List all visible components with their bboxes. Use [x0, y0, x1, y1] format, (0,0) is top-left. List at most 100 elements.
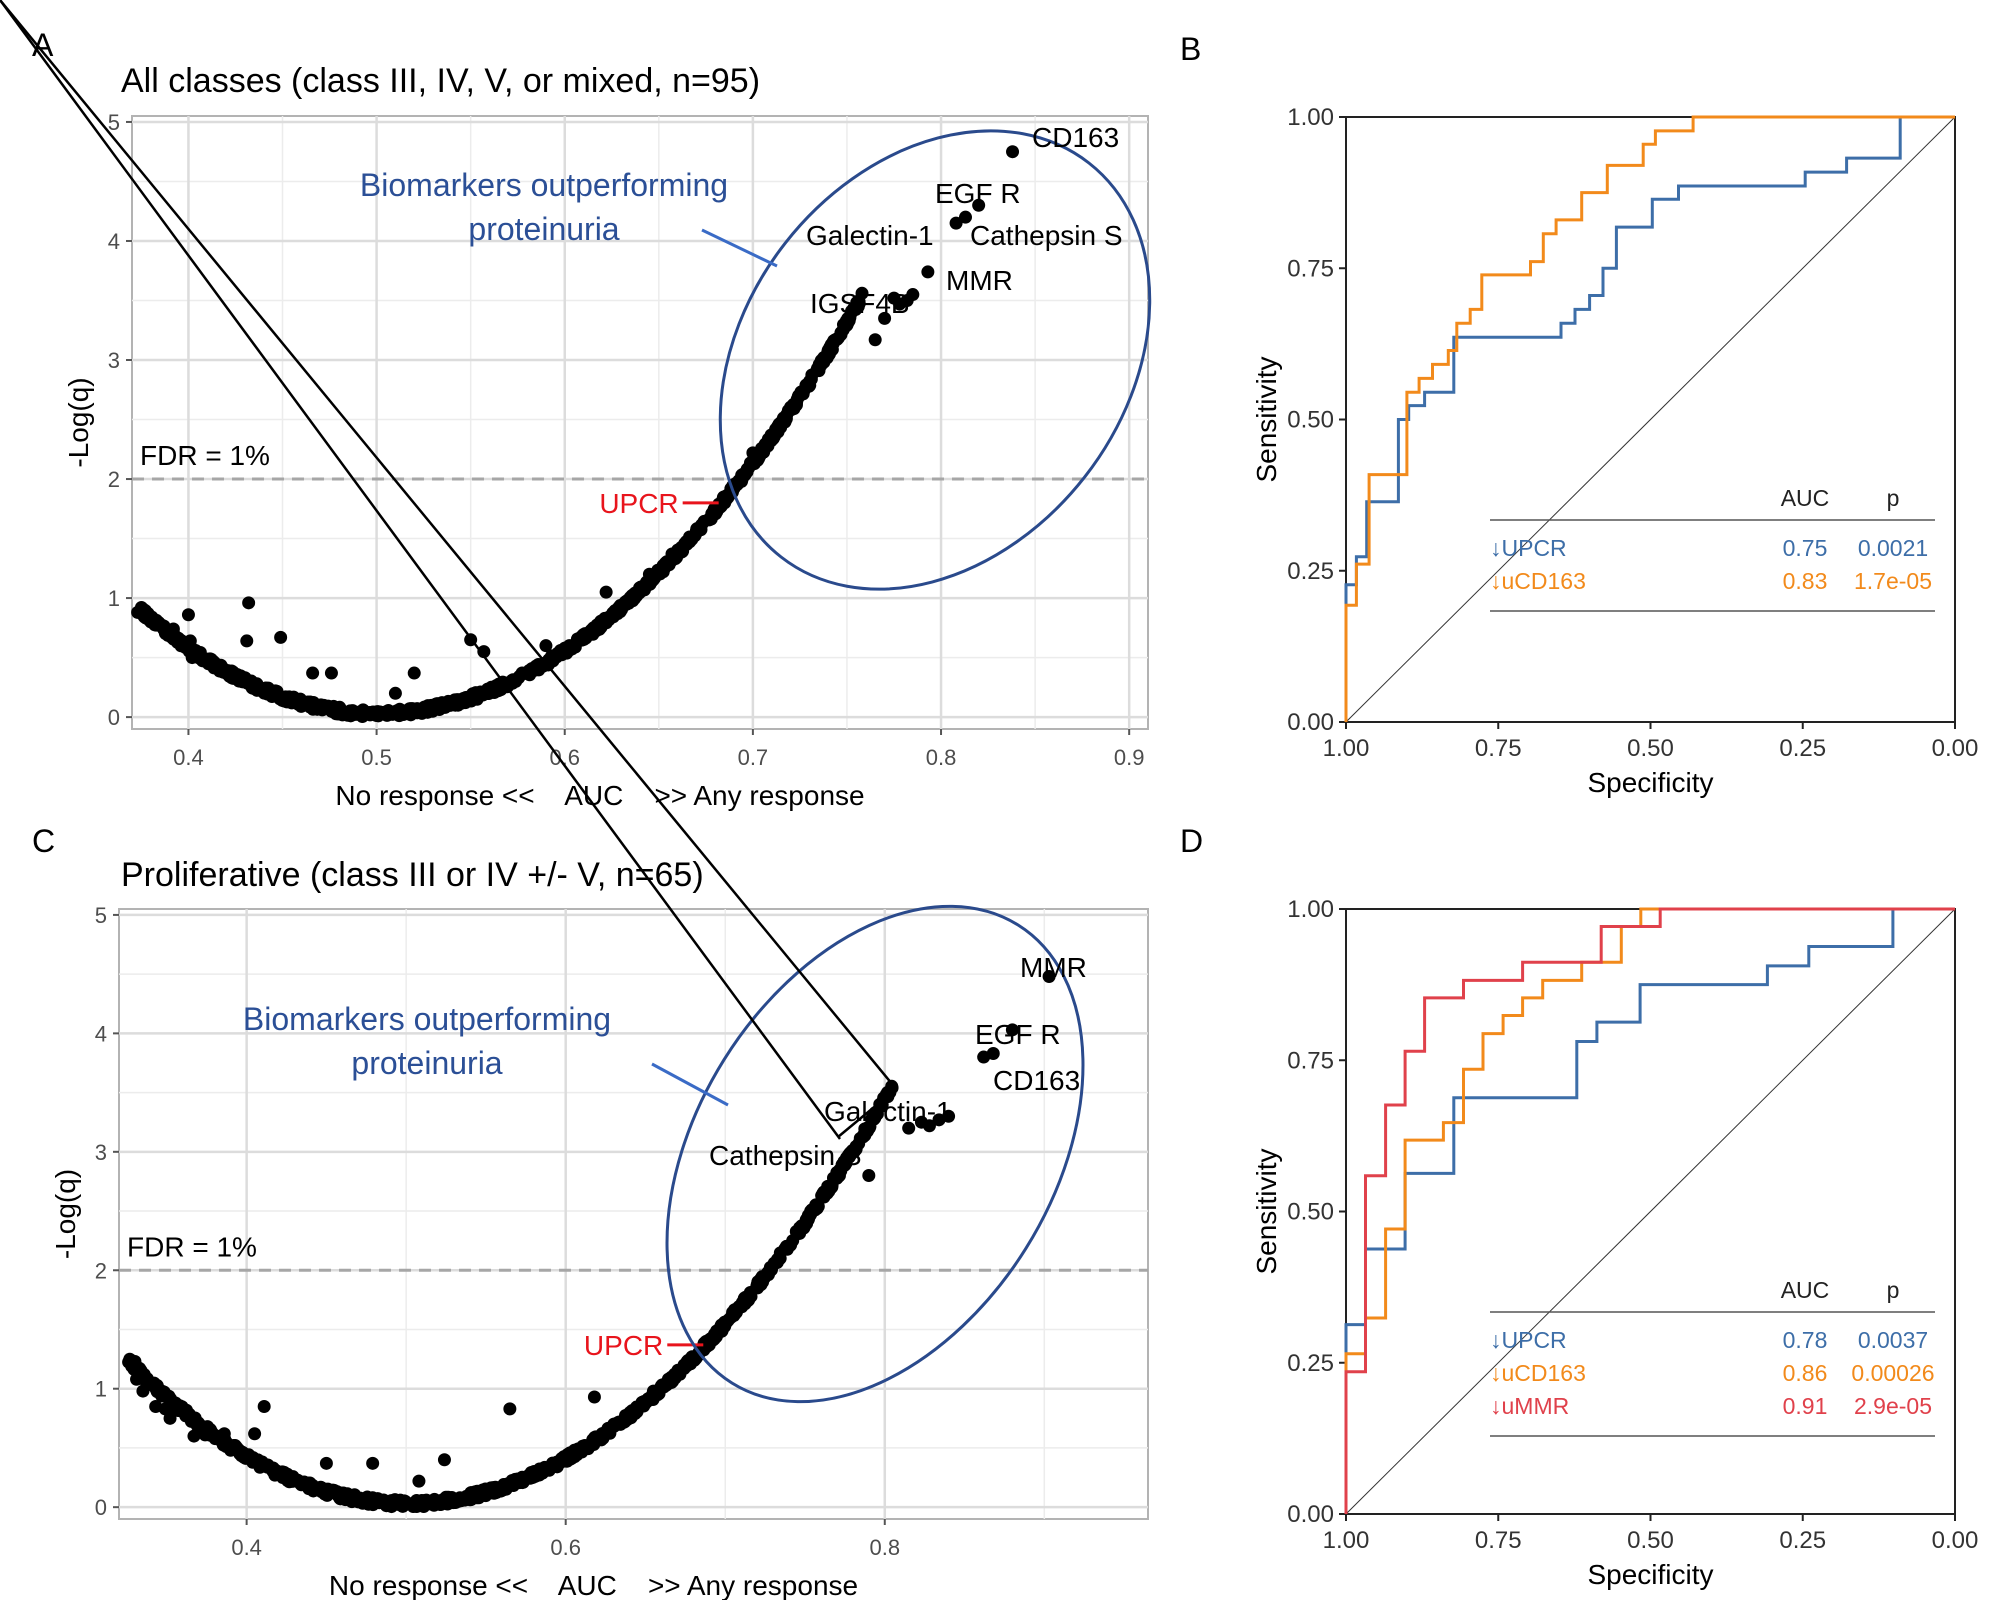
panel-d-roc: 0.00 0.25 0.50 0.75 1.00 1.00 0.75 0.50 0.25 0.00…	[1251, 896, 1978, 1590]
data-point	[268, 1468, 282, 1482]
data-point	[763, 1264, 777, 1278]
legend-name: ↓uCD163	[1490, 1360, 1586, 1386]
data-point	[942, 1109, 956, 1123]
data-point	[333, 701, 347, 715]
y-tick-label: 3	[108, 348, 120, 373]
y-axis-label: Sensitivity	[1251, 356, 1282, 482]
y-tick-label: 1.00	[1287, 104, 1334, 131]
y-tick-label: 0.00	[1287, 709, 1334, 736]
data-point	[467, 687, 481, 701]
callout-text-line1: Biomarkers outperforming	[243, 1001, 611, 1037]
x-tick-label: 0.00	[1932, 1527, 1979, 1554]
data-point	[306, 666, 320, 680]
data-point	[183, 634, 197, 648]
data-point	[477, 645, 491, 659]
data-points	[122, 970, 1056, 1514]
data-point	[437, 700, 451, 714]
data-point	[344, 709, 358, 723]
x-tick-label: 0.75	[1475, 735, 1522, 762]
data-point	[342, 1489, 356, 1503]
data-point	[437, 1453, 451, 1467]
data-point	[598, 611, 612, 625]
data-point	[558, 641, 572, 655]
data-point	[842, 1150, 856, 1164]
point-label-cathepsin-s: Cathepsin S	[970, 220, 1123, 251]
data-point	[240, 634, 254, 648]
legend-auc: 0.75	[1783, 535, 1828, 561]
data-point	[452, 1494, 466, 1508]
data-point	[860, 1124, 874, 1138]
y-axis-label: Sensitivity	[1251, 1148, 1282, 1274]
data-point	[144, 615, 158, 629]
data-point	[324, 666, 338, 680]
data-point	[657, 1379, 671, 1393]
data-point	[599, 585, 613, 599]
legend-name: ↓uCD163	[1490, 568, 1586, 594]
data-point	[237, 675, 251, 689]
data-point	[550, 650, 564, 664]
data-point	[425, 704, 439, 718]
legend-auc: 0.78	[1783, 1327, 1828, 1353]
data-point	[149, 1382, 163, 1396]
labeled-point	[887, 291, 901, 305]
panel-letter-c: C	[32, 823, 55, 859]
data-point	[611, 1417, 625, 1431]
data-point	[844, 306, 858, 320]
data-point	[248, 1427, 262, 1441]
data-point	[451, 693, 465, 707]
y-tick-label: 4	[108, 229, 120, 254]
y-tick-label: 3	[95, 1140, 107, 1165]
data-point	[320, 1487, 334, 1501]
point-label-galectin-1: Galectin-1	[824, 1096, 952, 1127]
legend-name: ↓uMMR	[1490, 1393, 1569, 1419]
data-point	[637, 1394, 651, 1408]
data-point	[588, 621, 602, 635]
legend-auc: 0.86	[1783, 1360, 1828, 1386]
roc-curve-ucd163	[1344, 115, 1955, 722]
data-point	[522, 1470, 536, 1484]
panel-letter-b: B	[1180, 31, 1201, 67]
y-tick-label: 1.00	[1287, 896, 1334, 923]
data-point	[406, 1499, 420, 1513]
data-point	[625, 1407, 639, 1421]
point-label-mmr: MMR	[1020, 952, 1087, 983]
legend-p: 0.00026	[1851, 1360, 1934, 1386]
data-point	[512, 670, 526, 684]
data-point	[252, 681, 266, 695]
fdr-label: FDR = 1%	[127, 1231, 257, 1262]
data-point	[830, 1171, 844, 1185]
y-tick-label: 0.25	[1287, 558, 1334, 585]
fdr-label: FDR = 1%	[140, 440, 270, 471]
data-point	[217, 1427, 231, 1441]
x-tick-label: 0.9	[1114, 745, 1145, 770]
y-tick-label: 5	[108, 110, 120, 135]
legend-header-auc: AUC	[1781, 485, 1830, 511]
labeled-point	[958, 210, 972, 224]
upcr-point	[702, 1338, 716, 1352]
legend-name: ↓UPCR	[1490, 1327, 1567, 1353]
data-point	[546, 1460, 560, 1474]
upcr-label: UPCR	[584, 1330, 663, 1361]
x-axis-label: Specificity	[1587, 1559, 1713, 1590]
x-tick-label: 0.4	[173, 745, 204, 770]
data-point	[852, 1137, 866, 1151]
data-point	[136, 1384, 150, 1398]
data-point	[213, 662, 227, 676]
x-tick-label: 0.8	[869, 1535, 900, 1560]
plot-frame	[131, 115, 1149, 730]
data-point	[746, 446, 760, 460]
data-point	[407, 666, 421, 680]
data-point	[680, 1355, 694, 1369]
data-point	[242, 596, 256, 610]
y-tick-label: 0.50	[1287, 1199, 1334, 1226]
data-point	[480, 684, 494, 698]
label-leader-line	[0, 0, 898, 1091]
panel-b-roc: 0.00 0.25 0.50 0.75 1.00 1.00 0.75 0.50 0.25 0.00…	[1251, 104, 1978, 798]
data-point	[578, 1439, 592, 1453]
label-leader-line	[837, 1087, 898, 1138]
x-tick-label: 0.7	[738, 745, 769, 770]
data-point	[778, 412, 792, 426]
panel-c-volcano: 0 1 2 3 4 5 0.4 0.6 0.8 No response << AUC >> Any…	[0, 0, 1149, 1600]
y-tick-label: 0.50	[1287, 407, 1334, 434]
data-point	[575, 633, 589, 647]
